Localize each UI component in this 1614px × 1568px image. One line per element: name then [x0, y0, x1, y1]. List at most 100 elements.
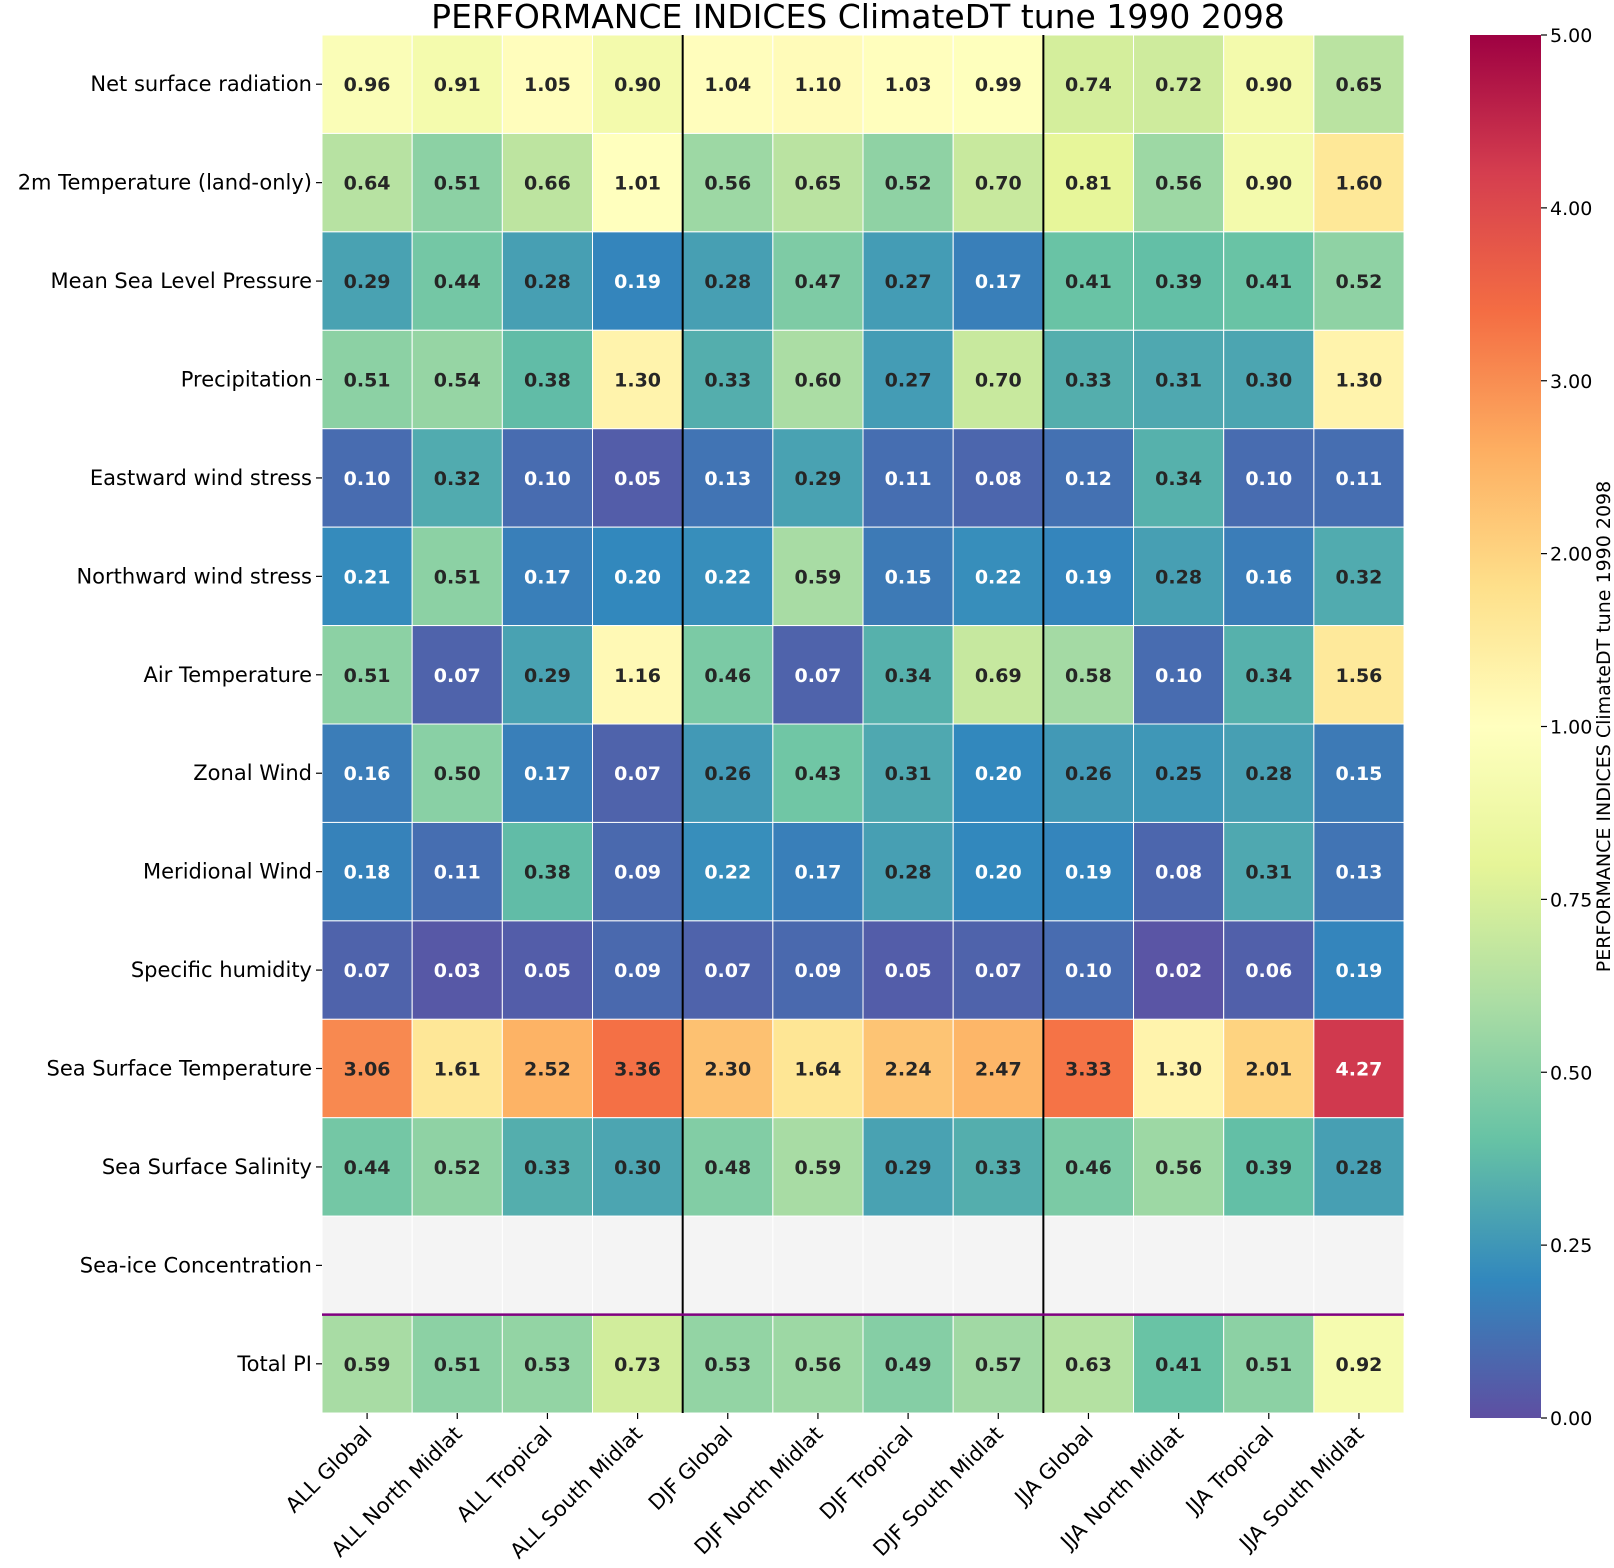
cell-value-label: 0.12 [1065, 468, 1112, 490]
heatmap-cell [682, 723, 774, 823]
cell-value-label: 0.46 [704, 665, 751, 687]
cell-value-label: 0.81 [1065, 173, 1112, 195]
heatmap-cell [1133, 625, 1225, 725]
cell-value-label: 0.20 [614, 566, 661, 588]
colorbar-tick-label: 0.00 [1550, 1408, 1592, 1430]
heatmap-cell [411, 920, 503, 1020]
heatmap-cell [682, 34, 774, 134]
cell-value-label: 0.09 [614, 960, 661, 982]
cell-value-label: 0.51 [1245, 1354, 1292, 1376]
cell-value-label: 0.28 [704, 271, 751, 293]
heatmap-cell [1133, 1117, 1225, 1217]
heatmap-cells: 0.96 0.91 1.05 0.90 1.04 1.10 1.03 0.99 0.74 0.72… [321, 34, 1405, 1414]
cell-value-label: 0.33 [1065, 370, 1112, 392]
heatmap-cell [1223, 1215, 1315, 1316]
colorbar-tick-label: 5.00 [1550, 25, 1592, 47]
cell-value-label: 0.69 [975, 665, 1022, 687]
cell-value-label: 0.44 [434, 271, 481, 293]
colorbar-tick-label: 4.00 [1550, 198, 1592, 220]
heatmap-cell [862, 625, 954, 725]
heatmap-cell [411, 34, 503, 134]
cell-value-label: 0.17 [524, 763, 571, 785]
row-label: Specific humidity [131, 958, 312, 982]
cell-value-label: 0.22 [704, 566, 751, 588]
colorbar-tick-label: 1.00 [1550, 717, 1592, 739]
cell-value-label: 0.07 [344, 960, 391, 982]
heatmap-cell [682, 1018, 774, 1119]
heatmap-cell [682, 231, 774, 331]
cell-value-label: 0.51 [434, 566, 481, 588]
heatmap-cell [1133, 329, 1225, 430]
cell-value-label: 0.07 [614, 763, 661, 785]
cell-value-label: 0.17 [524, 566, 571, 588]
heatmap-cell [321, 428, 413, 528]
column-label: JJA Tropical [1180, 1422, 1278, 1520]
cell-value-label: 0.28 [1155, 566, 1202, 588]
heatmap-cell [321, 132, 413, 233]
row-label: Eastward wind stress [90, 466, 312, 490]
cell-value-label: 0.56 [1155, 1157, 1202, 1179]
heatmap-cell [1223, 1117, 1315, 1217]
cell-value-label: 1.03 [885, 74, 932, 96]
heatmap-cell [1313, 329, 1405, 430]
row-label: Sea Surface Temperature [47, 1057, 313, 1081]
cell-value-label: 2.01 [1245, 1059, 1292, 1081]
heatmap-cell [1042, 1215, 1135, 1316]
cell-value-label: 0.96 [344, 74, 391, 96]
cell-value-label: 0.34 [1155, 468, 1202, 490]
cell-value-label: 0.30 [614, 1157, 661, 1179]
cell-value-label: 0.07 [975, 960, 1022, 982]
heatmap-cell [772, 1215, 864, 1316]
cell-value-label: 0.48 [704, 1157, 751, 1179]
cell-value-label: 0.28 [1245, 763, 1292, 785]
cell-value-label: 0.39 [1245, 1157, 1292, 1179]
heatmap-cell [501, 1215, 594, 1316]
cell-value-label: 0.53 [524, 1354, 571, 1376]
cell-value-label: 0.72 [1155, 74, 1202, 96]
cell-value-label: 1.30 [614, 370, 661, 392]
heatmap-cell [682, 132, 774, 233]
cell-value-label: 0.70 [975, 370, 1022, 392]
heatmap-cell [501, 1018, 594, 1119]
heatmap-cell [952, 1018, 1044, 1119]
cell-value-label: 0.10 [1155, 665, 1202, 687]
cell-value-label: 1.60 [1336, 173, 1383, 195]
heatmap-cell [501, 821, 594, 922]
cell-value-label: 2.52 [524, 1059, 571, 1081]
heatmap-cell [952, 1215, 1044, 1316]
heatmap-cell [501, 34, 594, 134]
cell-value-label: 0.70 [975, 173, 1022, 195]
cell-value-label: 1.04 [704, 74, 751, 96]
heatmap-cell [952, 132, 1044, 233]
heatmap-cell [321, 723, 413, 823]
cell-value-label: 0.25 [1155, 763, 1202, 785]
cell-value-label: 0.13 [1336, 862, 1383, 884]
cell-value-label: 0.10 [1245, 468, 1292, 490]
cell-value-label: 0.34 [1245, 665, 1292, 687]
cell-value-label: 0.11 [434, 862, 481, 884]
cell-value-label: 0.52 [885, 173, 932, 195]
cell-value-label: 0.47 [794, 271, 841, 293]
heatmap-cell [411, 1117, 503, 1217]
cell-value-label: 0.29 [885, 1157, 932, 1179]
cell-value-label: 0.56 [704, 173, 751, 195]
row-label: Meridional Wind [143, 860, 312, 884]
heatmap-cell [501, 428, 594, 528]
row-label: Air Temperature [143, 663, 312, 687]
cell-value-label: 0.58 [1065, 665, 1112, 687]
heatmap-cell [501, 231, 594, 331]
cell-value-label: 1.16 [614, 665, 661, 687]
heatmap-cell [321, 1314, 413, 1414]
heatmap-cell [862, 329, 954, 430]
cell-value-label: 0.19 [1065, 862, 1112, 884]
cell-value-label: 0.38 [524, 862, 571, 884]
heatmap-cell [592, 821, 684, 922]
row-label: Zonal Wind [193, 761, 312, 785]
cell-value-label: 0.60 [794, 370, 841, 392]
heatmap-cell [501, 920, 594, 1020]
cell-value-label: 0.33 [524, 1157, 571, 1179]
cell-value-label: 0.09 [614, 862, 661, 884]
heatmap-cell [1042, 329, 1135, 430]
cell-value-label: 0.59 [794, 1157, 841, 1179]
